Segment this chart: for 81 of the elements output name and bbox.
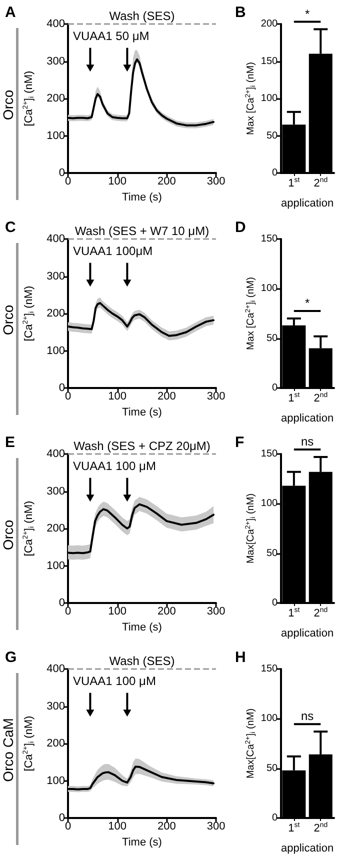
x-tick-label: 100 bbox=[108, 176, 127, 188]
x-tick-label: 200 bbox=[157, 820, 176, 832]
y-tick-label: 100 bbox=[260, 713, 278, 724]
y-tick-label: 100 bbox=[46, 130, 65, 142]
text: * bbox=[304, 6, 310, 21]
y-tick-label: 200 bbox=[46, 522, 65, 534]
x-tick-label: 300 bbox=[206, 820, 226, 832]
chart-title: B bbox=[235, 4, 246, 21]
x-tick-label: 300 bbox=[206, 390, 226, 402]
y-tick-label: 0 bbox=[58, 382, 65, 394]
chart-title: A bbox=[5, 4, 16, 21]
y-tick-label: 100 bbox=[46, 774, 65, 787]
y-tick-label: 0 bbox=[272, 382, 278, 394]
y-tick-label: 150 bbox=[260, 56, 278, 67]
x-tick-label: 100 bbox=[108, 606, 127, 618]
annotation: ns bbox=[300, 709, 314, 724]
x-axis-title: application bbox=[280, 628, 334, 640]
x-axis-title: Time (s) bbox=[122, 836, 162, 848]
chart-title: D bbox=[235, 219, 246, 236]
text: ns bbox=[300, 434, 314, 449]
x-axis-title: application bbox=[280, 198, 334, 210]
x-tick-label: 200 bbox=[157, 606, 176, 618]
ref-line-label: Wash (SES) bbox=[109, 654, 175, 668]
annotation: VUAA1 50 μM bbox=[73, 29, 150, 43]
y-tick-label: 200 bbox=[46, 738, 65, 750]
y-tick-label: 200 bbox=[46, 308, 65, 320]
text: Orco bbox=[0, 90, 16, 120]
y-tick-label: 150 bbox=[260, 664, 278, 674]
y-tick-label: 150 bbox=[260, 448, 278, 460]
y-tick-label: 100 bbox=[260, 93, 278, 104]
x-axis-title: application bbox=[280, 842, 334, 854]
y-tick-label: 150 bbox=[260, 234, 278, 244]
y-tick-label: 400 bbox=[46, 663, 65, 675]
chart-title: F bbox=[235, 434, 244, 451]
y-tick-label: 400 bbox=[46, 18, 65, 30]
x-tick-label: 300 bbox=[206, 606, 226, 618]
y-tick-label: 300 bbox=[46, 485, 65, 498]
chart-title: G bbox=[5, 649, 17, 666]
text: Orco bbox=[0, 520, 16, 550]
y-tick-label: 200 bbox=[260, 18, 278, 30]
x-tick-label: 300 bbox=[206, 176, 226, 188]
y-tick-label: 50 bbox=[266, 548, 278, 559]
text: Orco CaM bbox=[0, 718, 16, 782]
y-tick-label: 300 bbox=[46, 270, 65, 282]
chart-title: E bbox=[5, 434, 16, 451]
y-tick-label: 100 bbox=[260, 498, 278, 510]
x-axis-title: Time (s) bbox=[122, 621, 162, 634]
y-tick-label: 50 bbox=[266, 762, 278, 774]
y-tick-label: 300 bbox=[46, 700, 65, 712]
x-axis-title: Time (s) bbox=[122, 406, 162, 418]
y-tick-label: 0 bbox=[58, 812, 65, 824]
y-tick-label: 200 bbox=[46, 92, 65, 104]
y-tick-label: 0 bbox=[58, 597, 65, 609]
y-tick-label: 400 bbox=[46, 448, 65, 460]
y-tick-label: 400 bbox=[46, 233, 65, 245]
annotation: VUAA1 100μM bbox=[73, 244, 153, 258]
y-tick-label: 50 bbox=[266, 332, 278, 344]
y-tick-label: 0 bbox=[272, 168, 278, 178]
annotation: VUAA1 100 μM bbox=[73, 674, 156, 688]
annotation: * bbox=[304, 296, 310, 310]
annotation: VUAA1 100 μM bbox=[73, 459, 156, 473]
x-tick-label: 200 bbox=[157, 390, 176, 402]
y-tick-label: 100 bbox=[46, 560, 65, 572]
chart-title: C bbox=[5, 219, 16, 236]
y-tick-label: 0 bbox=[272, 598, 278, 608]
ref-line-label: Wash (SES) bbox=[109, 9, 175, 23]
y-tick-label: 100 bbox=[260, 283, 278, 294]
x-axis-title: application bbox=[280, 412, 334, 424]
x-tick-label: 100 bbox=[108, 820, 127, 832]
y-tick-label: 0 bbox=[58, 167, 65, 179]
x-tick-label: 100 bbox=[108, 390, 127, 402]
x-tick-label: 200 bbox=[157, 176, 176, 188]
y-tick-label: 300 bbox=[46, 55, 65, 68]
text: Orco bbox=[0, 304, 16, 336]
ref-line-label: Wash (SES + CPZ 20μM) bbox=[74, 439, 210, 453]
y-tick-label: 50 bbox=[266, 130, 278, 142]
x-axis-title: Time (s) bbox=[122, 191, 162, 204]
y-tick-label: 0 bbox=[272, 812, 278, 824]
y-tick-label: 100 bbox=[46, 344, 65, 357]
ref-line-label: Wash (SES + W7 10 μM) bbox=[74, 224, 210, 238]
chart-title: H bbox=[235, 649, 246, 666]
